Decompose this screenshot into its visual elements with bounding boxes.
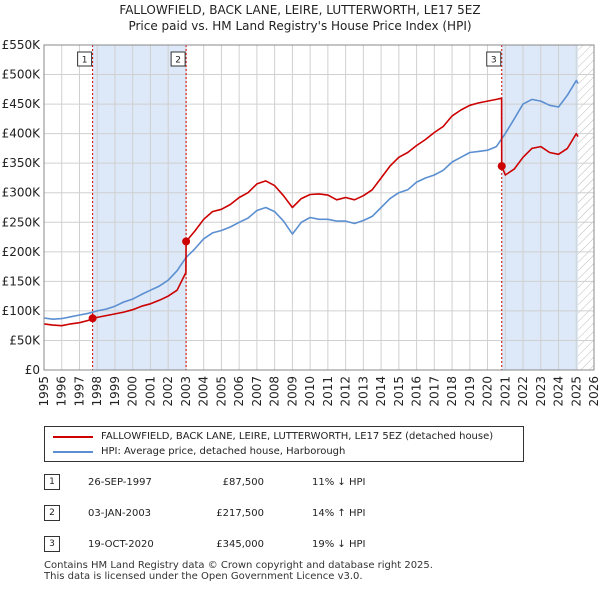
transaction-date: 26-SEP-1997 (88, 477, 152, 488)
chart-title-address: FALLOWFIELD, BACK LANE, LEIRE, LUTTERWOR… (119, 3, 481, 17)
y-tick-label: £0 (25, 363, 40, 377)
x-tick-label: 2025 (569, 376, 583, 407)
x-tick-label: 2022 (516, 376, 530, 407)
chart-subtitle: Price paid vs. HM Land Registry's House … (128, 19, 472, 33)
y-tick-label: £150K (2, 274, 42, 288)
transaction-hpi-diff: 11% ↓ HPI (312, 477, 366, 488)
legend-swatch-price-paid (53, 436, 93, 438)
x-tick-label: 2005 (214, 376, 228, 407)
x-tick-label: 2000 (126, 376, 140, 407)
legend-swatch-hpi (53, 451, 93, 453)
x-tick-label: 2009 (285, 376, 299, 407)
plot-frame (43, 44, 595, 371)
transaction-number-badge: 2 (44, 505, 60, 521)
shaded-ownership-period (92, 45, 187, 370)
footer-copyright: Contains HM Land Registry data © Crown c… (44, 560, 433, 571)
transaction-row: 3 19-OCT-2020 £345,000 19% ↓ HPI (0, 536, 600, 554)
footer-attribution: Contains HM Land Registry data © Crown c… (44, 560, 433, 582)
x-tick-label: 2018 (445, 376, 459, 407)
forecast-hatch-region (578, 45, 594, 370)
hpi-line (43, 79, 579, 321)
sale-marker-label: 2 (175, 56, 181, 66)
x-tick-label: 2021 (498, 376, 512, 407)
x-tick-label: 1999 (108, 376, 122, 407)
transaction-number-badge: 1 (44, 474, 60, 490)
price-paid-line (43, 97, 579, 327)
sale-marker-label: 3 (491, 56, 497, 66)
y-tick-label: £250K (2, 215, 42, 229)
shaded-ownership-period (501, 45, 579, 370)
x-tick-label: 2014 (374, 376, 388, 407)
transaction-row: 1 26-SEP-1997 £87,500 11% ↓ HPI (0, 474, 600, 492)
x-tick-label: 2023 (534, 376, 548, 407)
sale-point (88, 314, 97, 323)
y-tick-label: £350K (2, 156, 42, 170)
x-tick-label: 2024 (552, 376, 566, 407)
sale-marker-badge (486, 51, 502, 67)
y-tick-label: £550K (2, 38, 42, 52)
x-tick-label: 2019 (463, 376, 477, 407)
x-tick-label: 1997 (72, 376, 86, 407)
transaction-date: 03-JAN-2003 (88, 508, 152, 519)
x-tick-label: 2006 (232, 376, 246, 407)
sale-point (497, 162, 506, 171)
x-tick-label: 2001 (143, 376, 157, 407)
x-tick-label: 2007 (250, 376, 264, 407)
transaction-hpi-diff: 19% ↓ HPI (312, 539, 366, 550)
x-tick-label: 2020 (481, 376, 495, 407)
x-tick-label: 2017 (427, 376, 441, 407)
x-tick-label: 1998 (90, 376, 104, 407)
x-tick-label: 2016 (410, 376, 424, 407)
sale-marker-badge (77, 51, 93, 67)
legend-label-hpi: HPI: Average price, detached house, Harb… (101, 446, 346, 457)
y-tick-label: £500K (2, 68, 42, 82)
x-tick-label: 2011 (321, 376, 335, 407)
chart-legend: FALLOWFIELD, BACK LANE, LEIRE, LUTTERWOR… (44, 426, 524, 462)
x-tick-label: 2008 (268, 376, 282, 407)
x-tick-label: 2013 (356, 376, 370, 407)
transaction-date: 19-OCT-2020 (88, 539, 154, 550)
y-tick-label: £300K (2, 186, 42, 200)
sale-point (182, 237, 191, 246)
y-tick-label: £200K (2, 245, 42, 259)
sale-marker-badge (170, 51, 186, 67)
transaction-row: 2 03-JAN-2003 £217,500 14% ↑ HPI (0, 505, 600, 523)
x-tick-label: 2004 (197, 376, 211, 407)
x-tick-label: 1995 (37, 376, 51, 407)
transaction-price: £217,500 (216, 508, 264, 519)
transaction-price: £345,000 (216, 539, 264, 550)
legend-label-price-paid: FALLOWFIELD, BACK LANE, LEIRE, LUTTERWOR… (101, 431, 494, 442)
transaction-price: £87,500 (222, 477, 264, 488)
x-tick-label: 2003 (179, 376, 193, 407)
sale-marker-label: 1 (82, 56, 88, 66)
transaction-number-badge: 3 (44, 536, 60, 552)
y-tick-label: £50K (9, 333, 41, 347)
footer-license: This data is licensed under the Open Gov… (44, 571, 363, 582)
x-tick-label: 2015 (392, 376, 406, 407)
y-tick-label: £400K (2, 127, 42, 141)
x-tick-label: 2010 (303, 376, 317, 407)
x-tick-label: 2026 (587, 376, 600, 407)
transaction-hpi-diff: 14% ↑ HPI (312, 508, 366, 519)
x-tick-label: 2002 (161, 376, 175, 407)
y-tick-label: £100K (2, 304, 42, 318)
x-tick-label: 2012 (339, 376, 353, 407)
x-tick-label: 1996 (55, 376, 69, 407)
y-tick-label: £450K (2, 97, 42, 111)
price-chart: £0 £50K £100K £150K £200K £250K £300K £350K £400… (2, 38, 600, 407)
